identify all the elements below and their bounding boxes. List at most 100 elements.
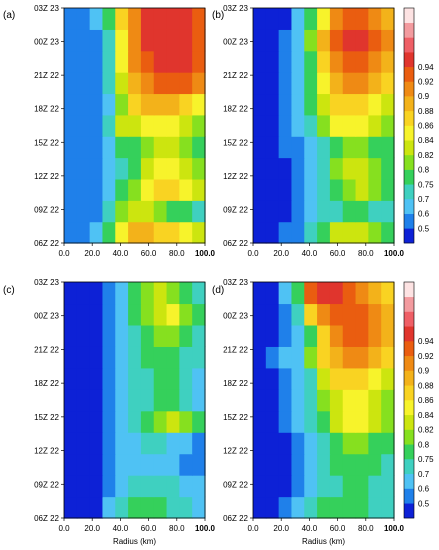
heatmap-cell [381,114,395,137]
heatmap-cell [153,303,168,326]
colorbar-swatch [404,385,414,401]
heatmap-cell [381,8,395,30]
heatmap-cell [317,114,331,137]
heatmap-cell [265,389,280,412]
heatmap-cell [192,282,206,305]
colorbar-swatch [404,459,414,475]
heatmap-cell [342,178,357,201]
heatmap-cell [253,8,267,30]
heatmap-cell [355,157,369,180]
colorbar-swatch [404,198,414,214]
y-tick-label: 15Z 22 [34,413,59,422]
colorbar-swatch [404,154,414,170]
heatmap-cell [153,221,168,244]
heatmap-cell [342,221,357,244]
heatmap-cell [265,453,280,476]
colorbar-swatch [404,473,414,489]
heatmap-cell [304,221,318,244]
heatmap-cell [253,114,267,137]
colorbar-swatch [404,8,414,23]
heatmap-cell [115,221,129,244]
heatmap-cell [89,114,104,137]
heatmap-cell [278,93,293,116]
heatmap-cell [317,29,331,52]
heatmap-cell [291,303,305,326]
heatmap-cell [140,410,155,433]
heatmap-cell [115,496,129,519]
x-tick-label: 40.0 [302,249,318,258]
heatmap-cell [128,389,142,412]
heatmap-cell [128,346,142,369]
heatmap-cell [265,324,280,347]
heatmap-cell [278,221,293,244]
y-tick-label: 03Z 23 [223,278,248,287]
heatmap-cell [89,282,104,305]
x-tick-label: 0.0 [247,249,259,258]
y-tick-label: 21Z 22 [34,71,59,80]
heatmap-cell [265,200,280,223]
heatmap-cell [265,410,280,433]
heatmap-cell [192,72,206,95]
colorbar-label: 0.88 [418,381,434,390]
heatmap-cell [64,8,78,30]
heatmap-cell [253,72,267,95]
heatmap-cell [89,453,104,476]
heatmap-cell [265,367,280,390]
heatmap-cell [278,200,293,223]
heatmap-cell [140,50,155,73]
colorbar-label: 0.7 [418,470,430,479]
heatmap-cell [355,475,369,498]
heatmap-cell [64,346,78,369]
plot-frame [252,7,395,244]
heatmap-cell [278,367,293,390]
heatmap-cell [128,453,142,476]
heatmap-cell [381,29,395,52]
colorbar-swatch [404,184,414,200]
colorbar-label: 0.82 [418,426,434,435]
heatmap-cell [381,157,395,180]
heatmap-cell [166,496,180,519]
heatmap-cell [355,410,369,433]
heatmap-cell [179,72,193,95]
heatmap-cell [140,367,155,390]
heatmap-cell [140,157,155,180]
colorbar-label: 0.84 [418,411,434,420]
heatmap-cell [381,72,395,95]
heatmap-cell [278,136,293,159]
heatmap-cell [192,200,206,223]
y-tick-label: 18Z 22 [223,379,248,388]
colorbar-label: 0.8 [418,440,430,449]
colorbar-swatch [404,37,414,53]
heatmap-cell [355,496,369,519]
heatmap-cell [304,93,318,116]
heatmap-cell [64,389,78,412]
heatmap-cell [381,93,395,116]
colorbar-swatch [404,228,414,244]
heatmap-cell [368,136,382,159]
heatmap-cell [115,178,129,201]
heatmap-cell [128,50,142,73]
panel-label: (c) [3,285,15,296]
heatmap-cell [115,389,129,412]
heatmap-cell [253,221,267,244]
colorbar-swatch [404,282,414,298]
heatmap-cell [140,324,155,347]
plot-frame [252,281,395,519]
colorbar-label: 0.8 [418,166,430,175]
heatmap-cell [278,453,293,476]
heatmap-cell [179,346,193,369]
heatmap-cell [342,136,357,159]
heatmap-cell [278,8,293,30]
colorbar-label: 0.9 [418,92,430,101]
heatmap-cell [342,432,357,455]
heatmap-cell [317,475,331,498]
heatmap-cell [265,475,280,498]
heatmap-cell [253,93,267,116]
x-tick-label: 80.0 [358,524,374,533]
heatmap-cell [140,282,155,305]
heatmap-cell [179,136,193,159]
heatmap-cell [342,496,357,519]
heatmap-cell [355,136,369,159]
heatmap-cell [278,72,293,95]
heatmap-cell [368,178,382,201]
